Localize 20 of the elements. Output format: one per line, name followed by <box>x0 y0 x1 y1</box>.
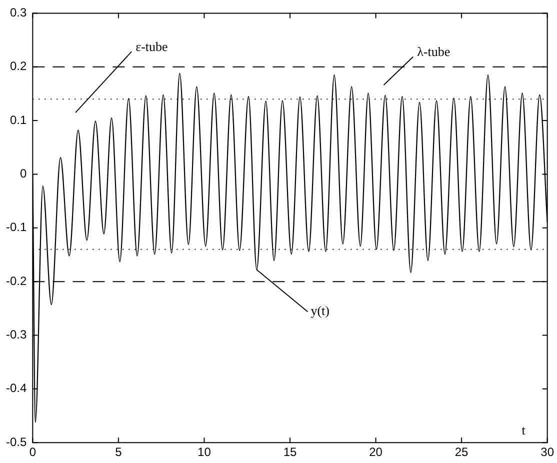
annotation: λ-tube <box>417 44 450 60</box>
y-tick-label: -0.2 <box>6 274 27 288</box>
y-tick-label: -0.1 <box>6 220 27 234</box>
y-tick-label: 0 <box>20 166 27 181</box>
y-tick-label: -0.5 <box>6 434 27 449</box>
y-tick-label: 0.3 <box>10 6 27 20</box>
y-tick-label: 0.2 <box>10 59 27 74</box>
y-tick-label: 0.1 <box>10 112 27 127</box>
x-tick-label: 5 <box>115 445 122 460</box>
x-tick-label: 15 <box>283 445 297 460</box>
x-tick-label: 30 <box>540 445 554 460</box>
y-tick-label: -0.3 <box>6 328 27 342</box>
x-tick-label: 25 <box>454 445 469 460</box>
y-tick-label: -0.4 <box>6 381 27 396</box>
x-tick-label: 20 <box>369 445 383 460</box>
annotation: ε-tube <box>136 38 168 54</box>
x-axis-title: t <box>522 422 526 438</box>
x-tick-label: 10 <box>198 445 212 460</box>
annotation: y(t) <box>310 303 330 318</box>
x-tick-label: 0 <box>29 445 36 460</box>
